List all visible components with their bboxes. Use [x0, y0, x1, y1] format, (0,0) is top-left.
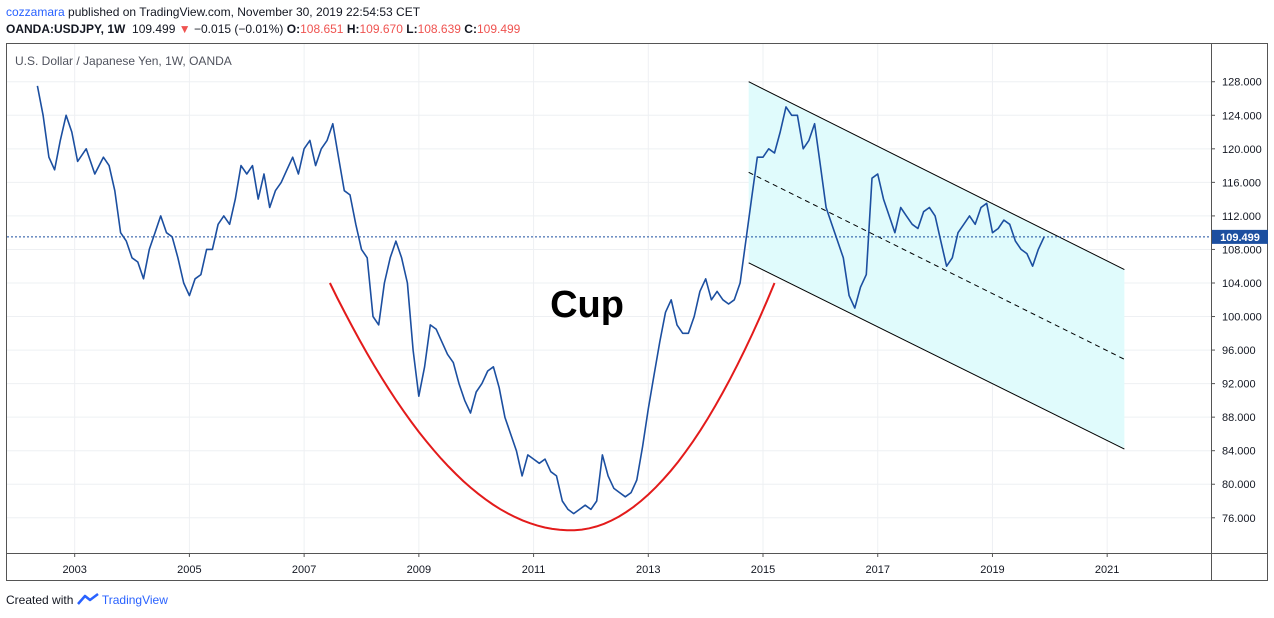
publish-line: cozzamara published on TradingView.com, …	[6, 5, 420, 19]
published-text: published on TradingView.com, November 3…	[68, 5, 421, 19]
price-line[interactable]	[36, 85, 1045, 515]
down-arrow-icon: ▼	[178, 22, 191, 36]
last-price-label: 109.499	[1212, 229, 1268, 244]
open-value: 108.651	[300, 22, 344, 36]
y-tick-label: 128.000	[1222, 77, 1262, 89]
x-tick-label: 2011	[522, 564, 546, 576]
y-tick-label: 120.000	[1222, 144, 1262, 156]
cup-curve[interactable]	[329, 282, 776, 532]
close-label: C:	[464, 22, 477, 36]
svg-text:109.499: 109.499	[1220, 232, 1260, 244]
chart-title: U.S. Dollar / Japanese Yen, 1W, OANDA	[15, 54, 232, 68]
x-tick-label: 2013	[636, 564, 660, 576]
x-tick-label: 2007	[292, 564, 316, 576]
time-axis[interactable]: 2003 2005 2007 2009 2011 2013 2015 2017 2019 2021	[62, 553, 1119, 576]
y-tick-label: 124.000	[1222, 110, 1262, 122]
price-axis[interactable]: 76.000 80.000 84.000 88.000 92.000 96.000 100.…	[1211, 77, 1262, 525]
x-tick-label: 2009	[407, 564, 431, 576]
x-tick-label: 2021	[1095, 564, 1119, 576]
low-value: 108.639	[417, 22, 461, 36]
y-tick-label: 96.000	[1222, 345, 1256, 357]
chart-frame	[6, 43, 1268, 581]
y-tick-label: 80.000	[1222, 479, 1256, 491]
tradingview-link[interactable]: TradingView	[101, 593, 168, 607]
x-tick-label: 2003	[62, 564, 86, 576]
regression-channel[interactable]	[748, 81, 1125, 450]
cup-annotation[interactable]: Cup	[550, 284, 624, 326]
x-tick-label: 2017	[865, 564, 889, 576]
symbol-line: OANDA:USDJPY, 1W 109.499 ▼ −0.015 (−0.01…	[6, 22, 520, 36]
y-tick-label: 76.000	[1222, 513, 1256, 525]
x-tick-label: 2015	[751, 564, 775, 576]
channel-upper-line[interactable]	[748, 81, 1125, 271]
y-tick-label: 104.000	[1222, 278, 1262, 290]
y-tick-label: 100.000	[1222, 312, 1262, 324]
x-tick-label: 2005	[177, 564, 201, 576]
created-with-text: Created with	[6, 593, 74, 607]
price-change: −0.015 (−0.01%)	[194, 22, 284, 36]
channel-lower-line[interactable]	[748, 262, 1125, 450]
last-price: 109.499	[132, 22, 176, 36]
channel-middle-line[interactable]	[748, 171, 1125, 360]
y-tick-label: 116.000	[1222, 177, 1261, 189]
low-label: L:	[406, 22, 418, 36]
y-tick-label: 84.000	[1222, 446, 1256, 458]
x-tick-label: 2019	[980, 564, 1004, 576]
y-tick-label: 112.000	[1222, 211, 1261, 223]
y-tick-label: 88.000	[1222, 412, 1256, 424]
footer: Created with TradingView	[6, 593, 168, 607]
high-value: 109.670	[359, 22, 403, 36]
y-tick-label: 108.000	[1222, 244, 1262, 256]
symbol-name: OANDA:USDJPY, 1W	[6, 22, 126, 36]
y-tick-label: 92.000	[1222, 379, 1256, 391]
open-label: O:	[286, 22, 301, 36]
tradingview-logo-icon	[76, 593, 99, 607]
high-label: H:	[346, 22, 360, 36]
close-value: 109.499	[476, 22, 521, 36]
author-link[interactable]: cozzamara	[6, 5, 65, 19]
